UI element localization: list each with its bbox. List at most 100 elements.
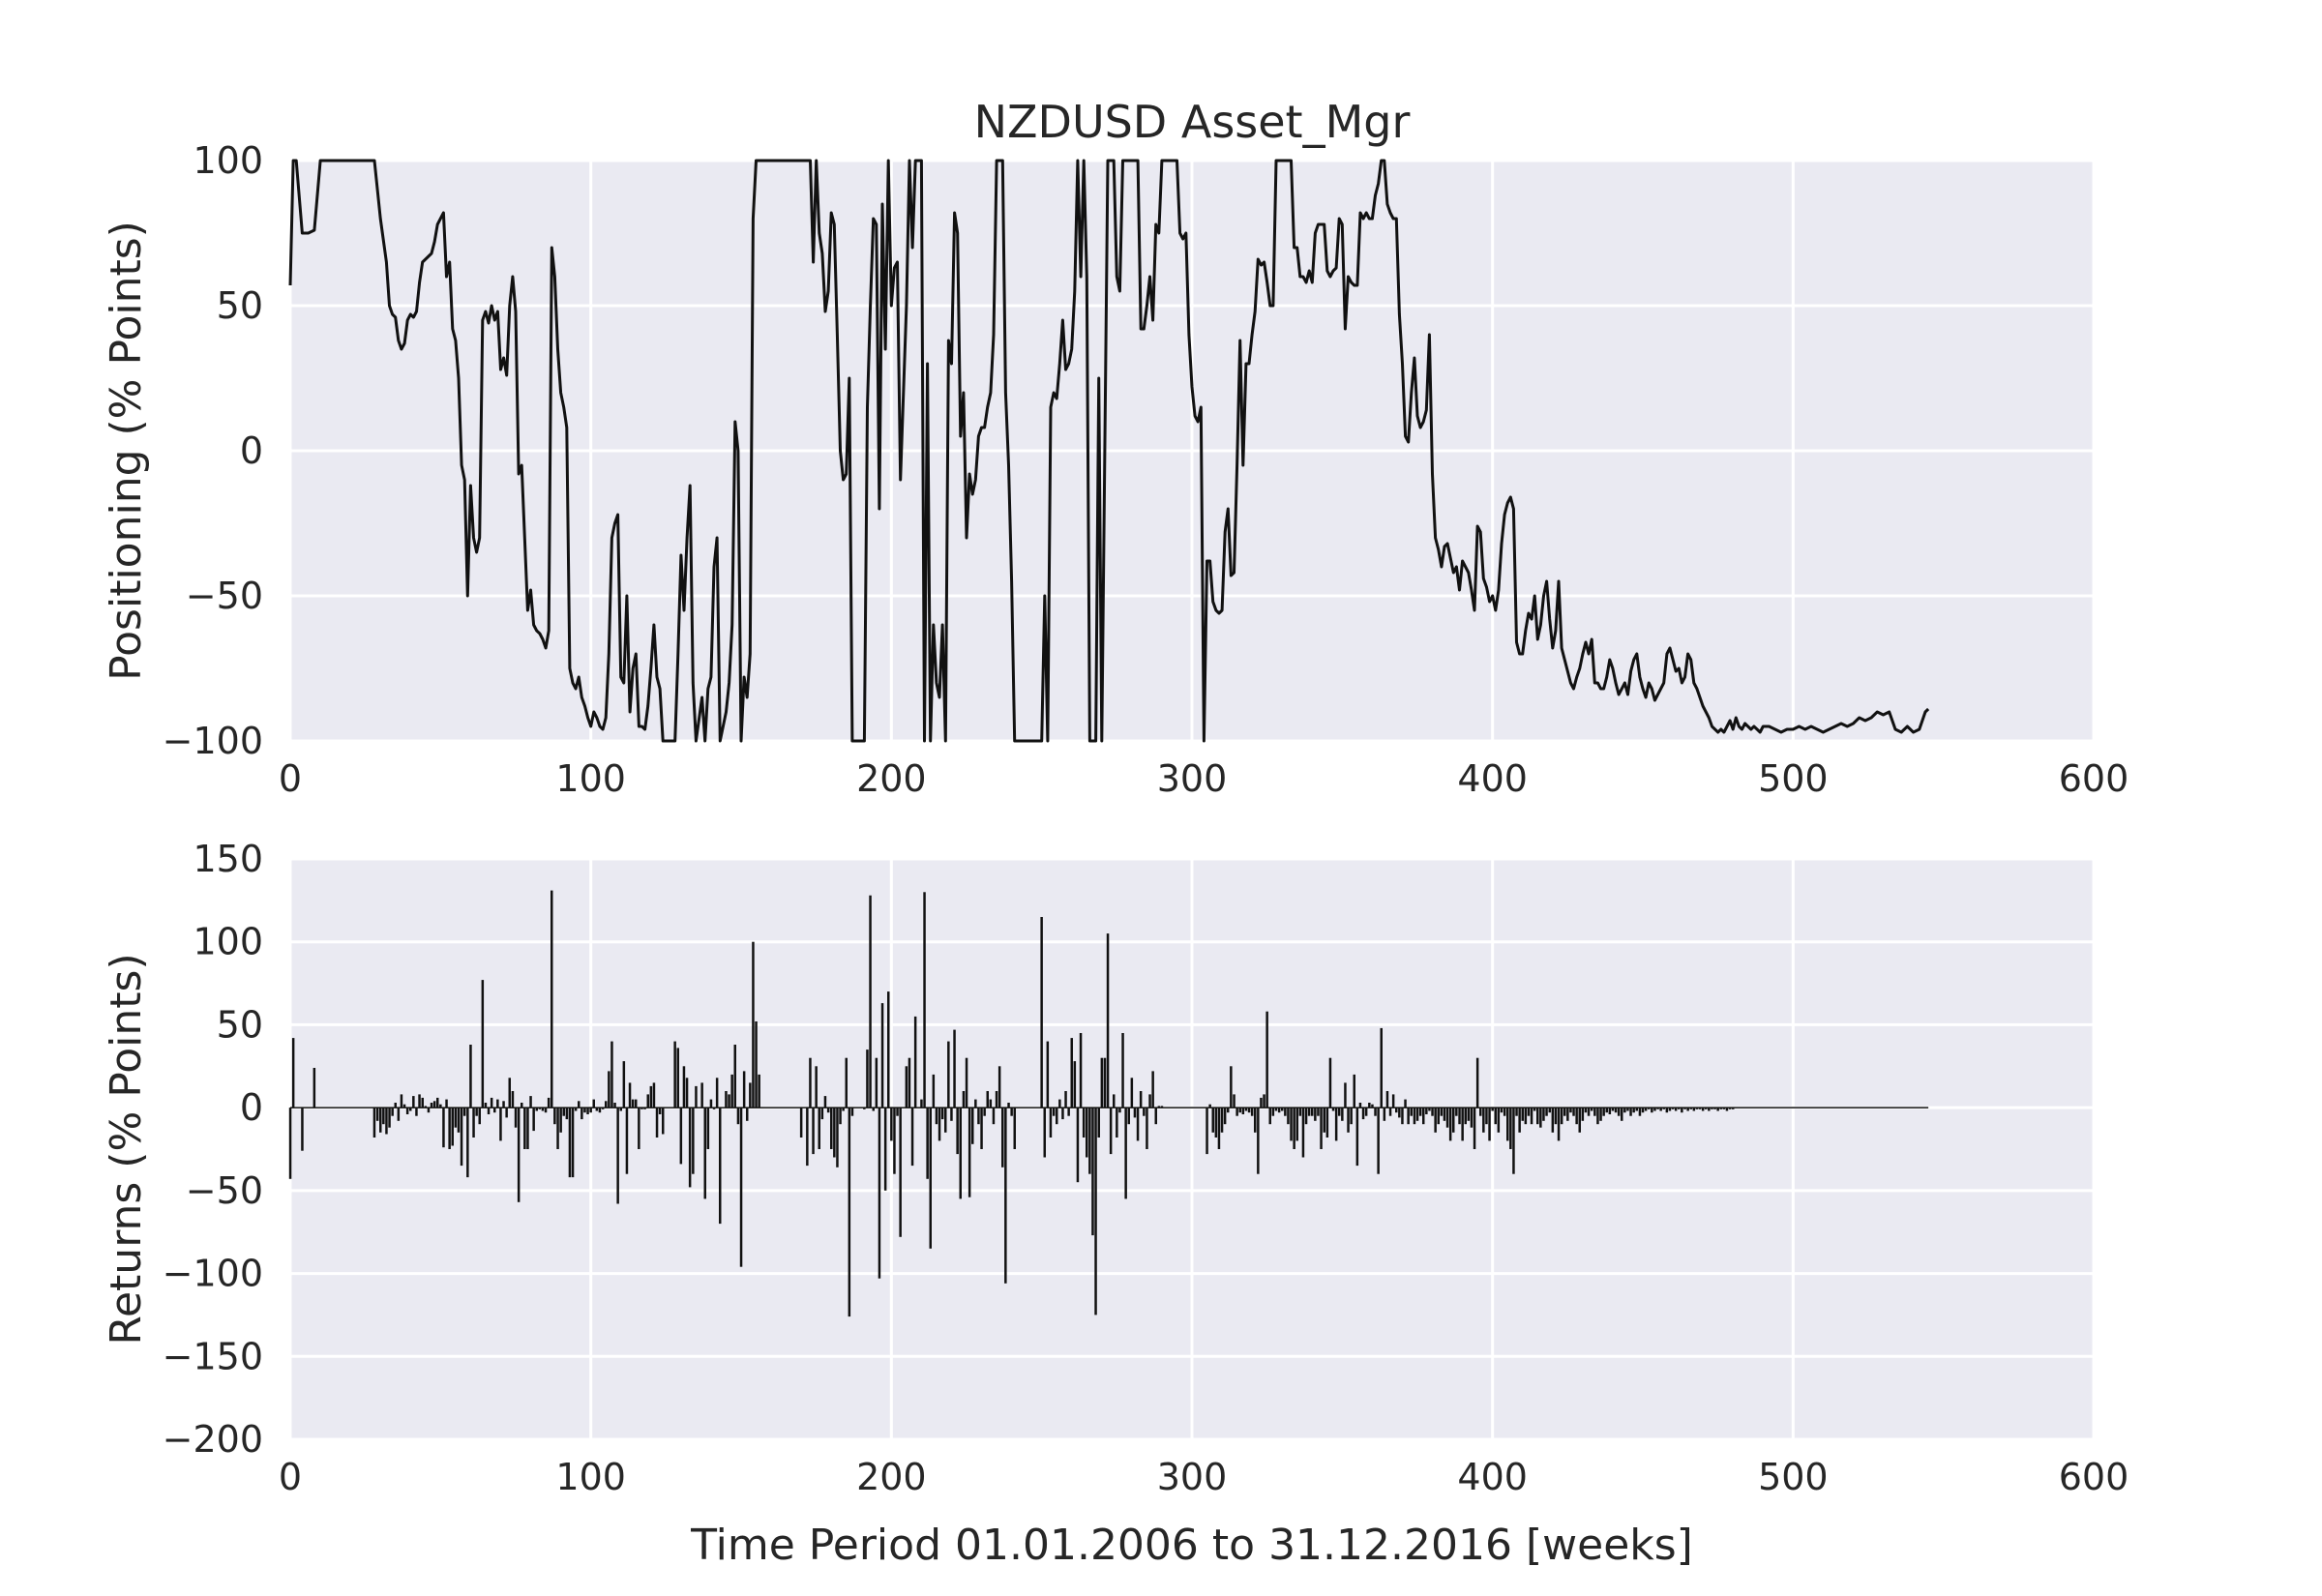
return-bar (938, 1108, 941, 1141)
return-bar (1443, 1108, 1446, 1121)
return-bar (1548, 1108, 1551, 1113)
x-tick-label: 0 (279, 757, 302, 800)
y-tick-label: 0 (240, 429, 263, 472)
return-bar (478, 1108, 481, 1125)
return-bar (1551, 1108, 1555, 1133)
return-bar (652, 1082, 656, 1108)
chart-title: NZDUSD Asset_Mgr (974, 96, 1411, 148)
return-bar (1250, 1108, 1254, 1116)
return-bar (1347, 1108, 1350, 1133)
return-bar (1722, 1108, 1726, 1109)
return-bar (1539, 1108, 1542, 1128)
return-bar (1698, 1108, 1702, 1109)
return-bar (1590, 1108, 1593, 1111)
return-bar (1621, 1108, 1623, 1121)
return-bar (514, 1108, 518, 1128)
return-bar (430, 1103, 433, 1108)
return-bar (1004, 1108, 1007, 1284)
y-tick-label: 50 (217, 284, 263, 327)
return-bar (983, 1108, 986, 1116)
x-tick-label: 600 (2059, 1456, 2129, 1498)
return-bar (1116, 1108, 1118, 1138)
return-bar (616, 1108, 619, 1204)
return-bar (490, 1097, 493, 1108)
return-bar (742, 1071, 746, 1108)
return-bar (1404, 1099, 1407, 1108)
return-bar (1046, 1041, 1050, 1108)
return-bar (649, 1085, 653, 1108)
return-bar (1148, 1094, 1151, 1108)
y-tick-label: −50 (186, 575, 263, 617)
returns-bars (288, 890, 1929, 1317)
return-bar (1641, 1108, 1645, 1113)
return-bar (1602, 1108, 1605, 1116)
return-bar (451, 1108, 454, 1146)
return-bar (1728, 1108, 1732, 1109)
return-bar (1401, 1108, 1404, 1125)
return-bar (610, 1041, 613, 1108)
return-bar (1566, 1108, 1569, 1121)
return-bar (1470, 1108, 1474, 1128)
return-bar (719, 1108, 722, 1225)
return-bar (1013, 1108, 1016, 1149)
return-bar (1596, 1108, 1599, 1125)
return-bar (848, 1108, 851, 1317)
return-bar (1506, 1108, 1509, 1141)
return-bar (541, 1108, 545, 1111)
return-bar (638, 1108, 640, 1149)
return-bar (1344, 1082, 1347, 1108)
return-bar (1467, 1108, 1471, 1121)
return-bar (863, 1108, 866, 1109)
return-bar (400, 1094, 403, 1108)
return-bar (1422, 1108, 1425, 1125)
return-bar (1328, 1057, 1332, 1108)
return-bar (908, 1057, 911, 1108)
return-bar (517, 1108, 521, 1202)
return-bar (845, 1057, 848, 1108)
return-bar (1290, 1108, 1293, 1141)
return-bar (956, 1108, 959, 1155)
return-bar (1235, 1108, 1238, 1116)
y-tick-label: 0 (240, 1086, 263, 1129)
return-bar (692, 1108, 695, 1174)
return-bar (1088, 1108, 1091, 1174)
return-bar (448, 1108, 451, 1149)
return-bar (487, 1108, 491, 1114)
return-bar (673, 1041, 676, 1108)
return-bar (703, 1108, 706, 1199)
return-bar (1542, 1108, 1545, 1121)
return-bar (1070, 1038, 1073, 1108)
return-bar (1545, 1108, 1548, 1116)
return-bar (655, 1108, 659, 1138)
return-bar (301, 1108, 304, 1151)
return-bar (372, 1108, 376, 1138)
return-bar (1010, 1108, 1013, 1116)
return-bar (878, 1108, 881, 1279)
return-bar (676, 1048, 679, 1108)
return-bar (583, 1108, 586, 1113)
return-bar (1320, 1108, 1323, 1149)
return-bar (622, 1061, 626, 1108)
return-bar (1064, 1091, 1067, 1108)
return-bar (1678, 1108, 1681, 1109)
return-bar (1058, 1099, 1061, 1108)
y-tick-label: −150 (163, 1335, 263, 1377)
return-bar (1533, 1108, 1536, 1111)
return-bar (1629, 1108, 1632, 1116)
y-tick-label: 100 (193, 139, 263, 182)
return-bar (739, 1108, 743, 1267)
return-bar (562, 1108, 565, 1116)
return-bar (1599, 1108, 1602, 1121)
return-bar (1295, 1108, 1298, 1141)
return-bar (586, 1108, 589, 1114)
return-bar (1448, 1108, 1452, 1141)
return-bar (1659, 1108, 1662, 1111)
returns-chart: 0 100 200 300 400 500 600 150100500−50−100−150… (102, 838, 2128, 1570)
return-bar (1133, 1108, 1137, 1118)
return-bar (866, 1049, 869, 1108)
returns-y-axis-label: Returns (% Points) (102, 953, 151, 1345)
return-bar (1143, 1108, 1146, 1116)
return-bar (1109, 1108, 1113, 1155)
return-bar (643, 1108, 646, 1109)
